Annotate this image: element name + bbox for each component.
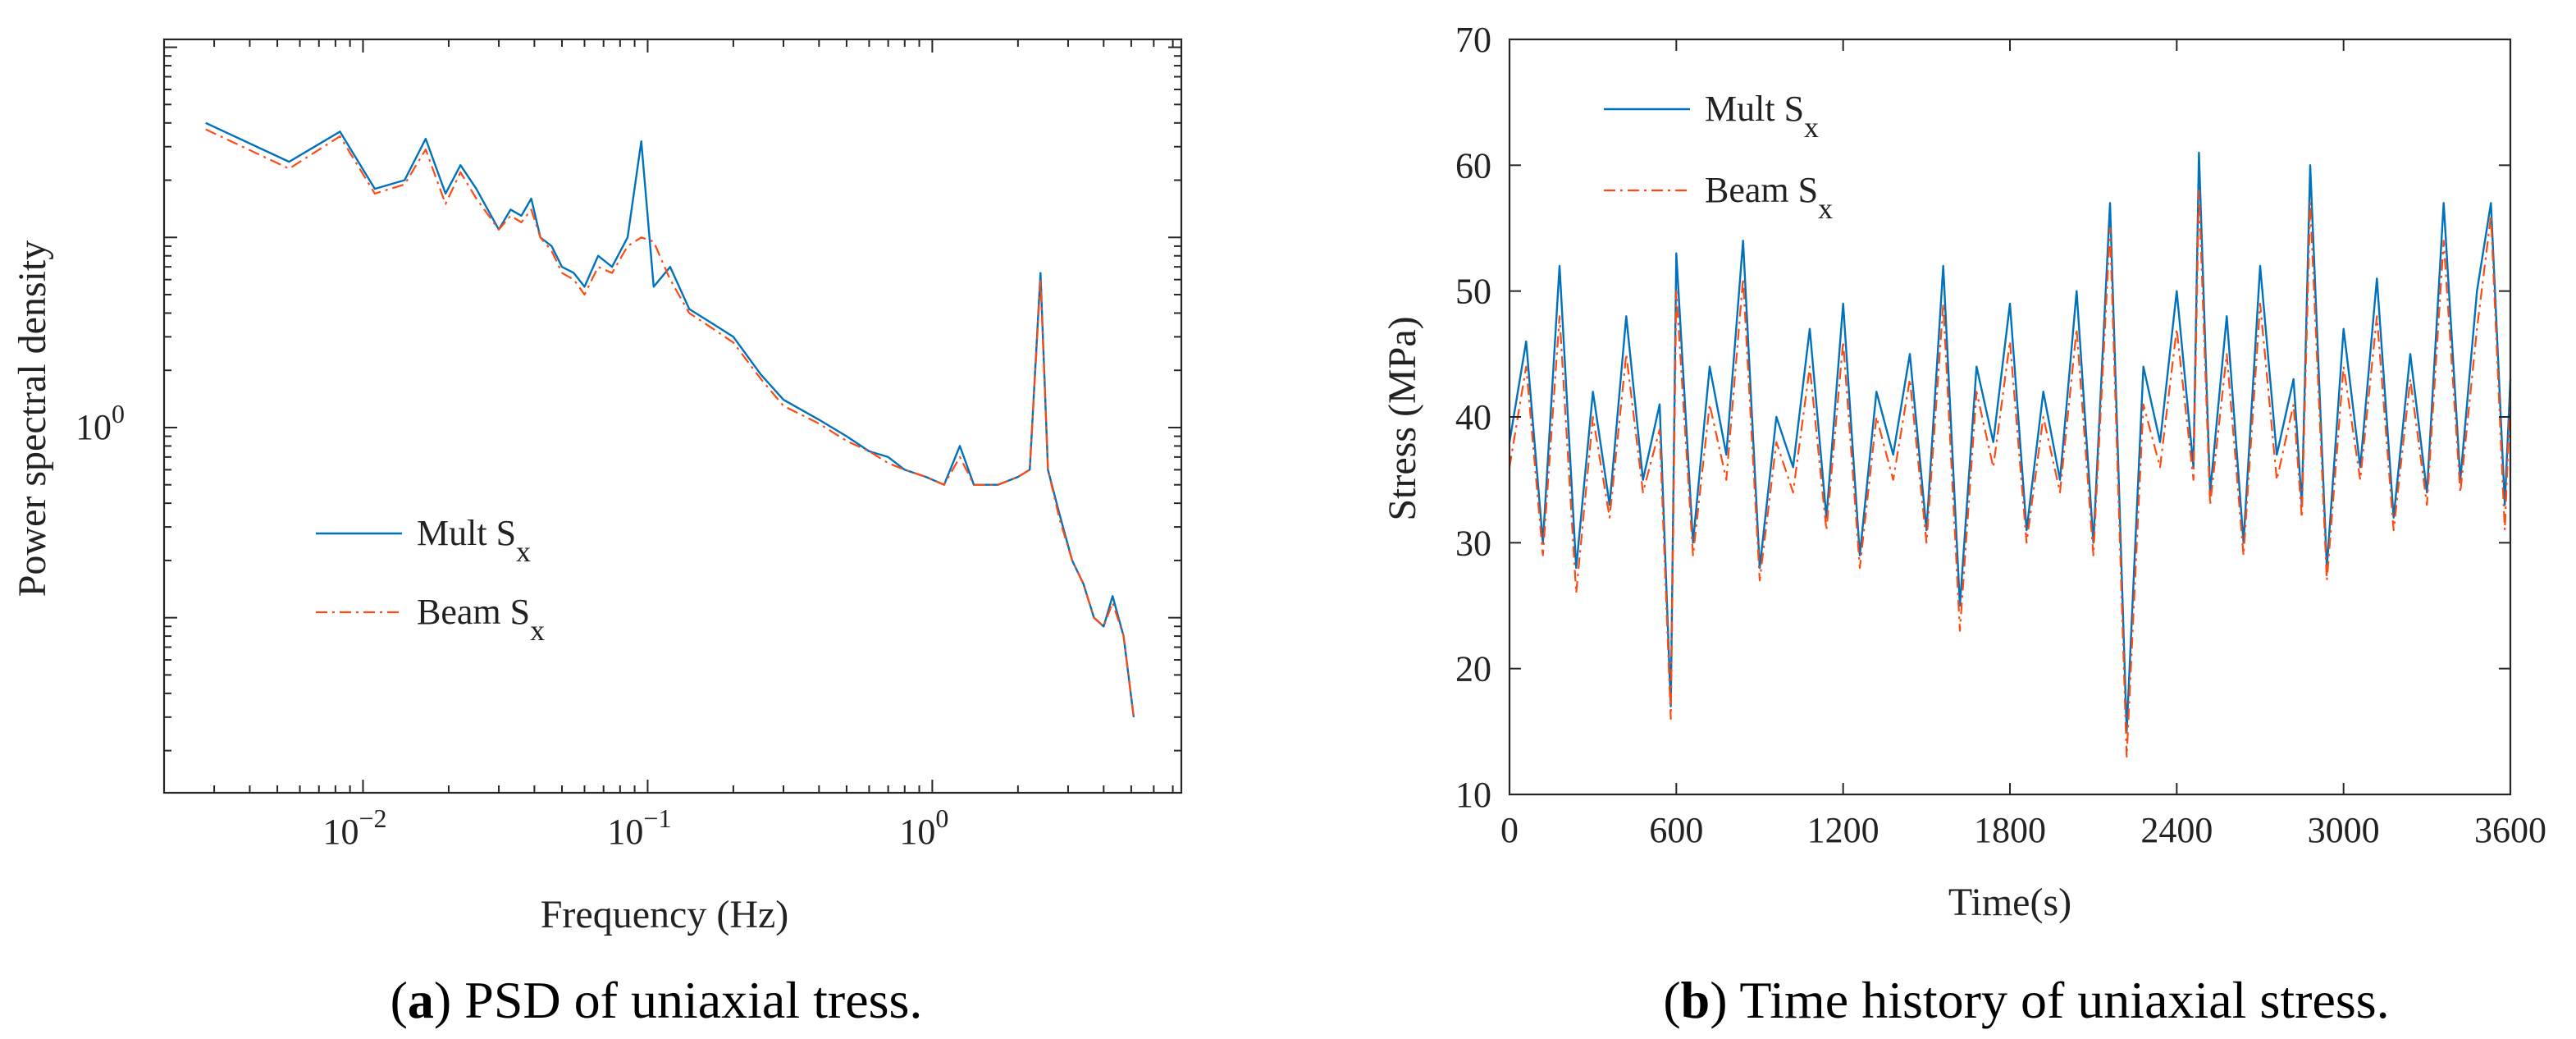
stress-y-tick-label: 60 (1455, 145, 1491, 185)
stress-legend-mult-label: Mult Sx (1705, 89, 1819, 144)
stress-x-tick-label: 2400 (2140, 810, 2213, 850)
caption-b: (b) Time history of uniaxial stress. (1663, 971, 2389, 1029)
stress-legend-mult-subscript: x (1804, 111, 1819, 144)
psd-x-axis-label: Frequency (Hz) (541, 893, 789, 936)
stress-plot-area (1508, 151, 2512, 758)
psd-x-tick-label: 10−2 (322, 803, 386, 852)
psd-legend-beam-subscript: x (530, 614, 545, 647)
psd-legend-mult-subscript: x (516, 535, 531, 568)
stress-x-tick-label: 1200 (1807, 810, 1879, 850)
stress-y-tick-label: 30 (1455, 523, 1491, 563)
psd-plot-area (205, 121, 1135, 717)
stress-y-tick-label: 20 (1455, 649, 1491, 689)
stress-x-tick-label: 3600 (2474, 810, 2546, 850)
stress-x-axis-label: Time(s) (1948, 881, 2071, 924)
stress-legend-beam-label: Beam Sx (1705, 170, 1833, 225)
psd-axes-frame (162, 38, 1183, 794)
stress-legend-beam-subscript: x (1818, 192, 1833, 225)
stress-series-beam-sx-line (1508, 189, 2512, 758)
psd-legend: Mult Sx Beam Sx (316, 513, 545, 647)
psd-x-tick-label: 100 (899, 803, 948, 852)
psd-legend-beam-label: Beam Sx (417, 592, 545, 647)
caption-a: (a) PSD of uniaxial tress. (391, 971, 923, 1029)
stress-x-tick-label: 3000 (2308, 810, 2380, 850)
psd-x-tick-label: 10−1 (607, 803, 671, 852)
stress-ticks: 0 600 1200 1800 2400 3000 3600 10 20 30 40 50 60 70 (1455, 20, 2546, 850)
psd-legend-mult-label: Mult Sx (417, 513, 531, 568)
panel-a: 10−2 10−1 100 100 Frequency (Hz) Power spec… (11, 38, 1183, 1029)
stress-legend: Mult Sx Beam Sx (1604, 89, 1833, 225)
stress-y-tick-label: 70 (1455, 20, 1491, 60)
stress-y-tick-label: 10 (1455, 775, 1491, 815)
stress-series-mult-sx-line (1508, 151, 2512, 733)
stress-y-tick-label: 50 (1455, 272, 1491, 312)
psd-ticks: 10−2 10−1 100 100 (75, 39, 1181, 852)
stress-x-tick-label: 0 (1500, 810, 1519, 850)
psd-series-beam-sx-line (205, 128, 1135, 717)
psd-series-mult-sx-line (205, 121, 1135, 717)
panel-b: 0 600 1200 1800 2400 3000 3600 10 20 30 40 50 60 70 T… (1381, 20, 2546, 1029)
psd-y-tick-label: 100 (75, 399, 125, 447)
stress-y-axis-label: Stress (MPa) (1381, 316, 1424, 520)
psd-y-axis-label: Power spectral density (11, 240, 54, 597)
stress-y-tick-label: 40 (1455, 397, 1491, 437)
stress-x-tick-label: 600 (1649, 810, 1703, 850)
stress-x-tick-label: 1800 (1974, 810, 2046, 850)
